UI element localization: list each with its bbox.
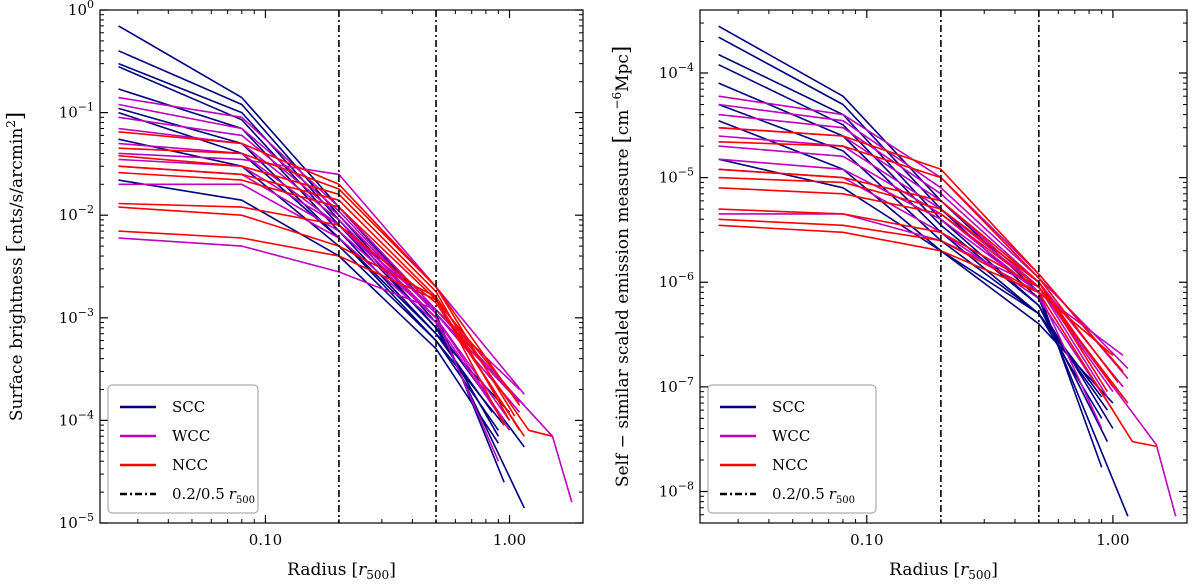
legend-label-ncc: NCC [772, 456, 808, 474]
legend: SCC WCC NCC 0.2/0.5 r500 [707, 384, 877, 514]
series-line-scc [118, 111, 511, 413]
series-line-ncc [718, 126, 1124, 373]
plot-frame [99, 9, 584, 524]
y-axis-label: Surface brightness[cnts/s/arcmin2] [3, 112, 27, 421]
y-tick-label: 10−7 [659, 375, 694, 396]
y-tick-label: 10−6 [659, 270, 694, 291]
x-tick-label: 0.10 [249, 531, 282, 549]
series-line-ncc [118, 147, 516, 417]
x-axis-label: Radius [r500] [889, 560, 998, 582]
series-line-ncc [718, 208, 1129, 404]
series-line-ncc [118, 206, 553, 438]
x-tick-label: 0.10 [850, 531, 883, 549]
y-tick-label: 10−4 [59, 408, 94, 429]
series-line-ncc [718, 176, 1109, 393]
series-line-wcc [718, 126, 1114, 393]
series-line-ncc [718, 187, 1124, 398]
series-line-wcc [718, 158, 1103, 429]
x-tick-label: 1.00 [1096, 531, 1129, 549]
series-line-ncc [118, 131, 521, 406]
legend-label-scc: SCC [172, 398, 205, 416]
plot-frame [699, 9, 1188, 524]
series-line-scc [718, 82, 1103, 419]
y-tick-label: 10−3 [59, 306, 94, 327]
series-line-wcc [118, 127, 511, 421]
legend-label-vline: 0.2/0.5 r500 [772, 485, 855, 506]
legend-label-wcc: WCC [172, 427, 210, 445]
y-tick-label: 10−4 [659, 61, 694, 82]
legend-label-vline: 0.2/0.5 r500 [172, 485, 255, 506]
series-line-wcc [118, 152, 525, 395]
y-tick-label: 10−5 [659, 166, 694, 187]
emission-measure-panel: 0.10 1.00 10−8 10−7 10−6 10−5 10−4 Radius [r500]… [609, 9, 1188, 582]
y-tick-label: 10−1 [59, 101, 94, 122]
y-tick-label: 100 [68, 0, 94, 19]
series-line-wcc [718, 168, 1114, 411]
y-tick-label: 10−8 [659, 480, 694, 501]
x-tick-label: 1.00 [493, 531, 526, 549]
legend: SCC WCC NCC 0.2/0.5 r500 [107, 384, 259, 514]
x-axis-label: Radius [r500] [287, 560, 396, 582]
legend-box [107, 384, 259, 514]
y-axis-label: Self − similar scaled emission measure[c… [609, 46, 633, 487]
series-line-ncc [718, 218, 1157, 448]
surface-brightness-panel: 0.10 1.00 10−5 10−4 10−3 10−2 10−1 100 Radius [r5… [3, 0, 584, 582]
legend-label-scc: SCC [772, 398, 805, 416]
legend-label-wcc: WCC [772, 427, 810, 445]
series-line-scc [718, 119, 1114, 404]
series-line-scc [118, 65, 500, 437]
legend-box [707, 384, 877, 514]
y-tick-label: 10−2 [59, 203, 94, 224]
series-line-wcc [118, 237, 573, 503]
legend-label-ncc: NCC [172, 456, 208, 474]
y-tick-label: 10−5 [59, 511, 94, 532]
